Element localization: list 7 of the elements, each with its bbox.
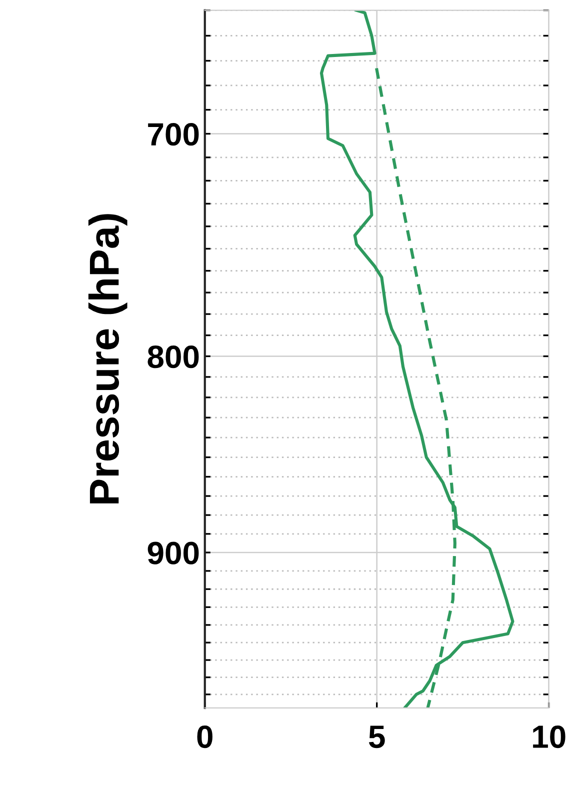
y-tick-label: 900 — [148, 542, 199, 564]
y-axis-title: Pressure (hPa) — [88, 214, 128, 504]
y-tick-label: 800 — [148, 346, 199, 368]
x-tick-label: 0 — [197, 725, 212, 748]
y-tick-label: 700 — [148, 123, 199, 146]
x-tick-label: 10 — [533, 725, 566, 748]
x-tick-label: 5 — [368, 726, 385, 748]
